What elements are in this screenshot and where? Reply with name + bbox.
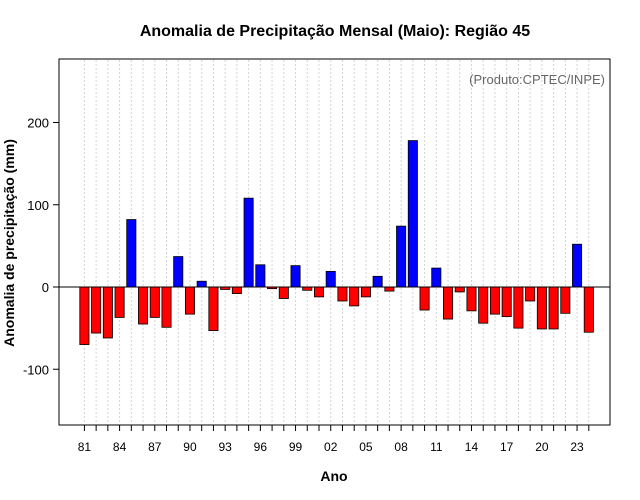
- bar-2006: [372, 275, 383, 288]
- y-tick-label-200: 200: [27, 116, 49, 131]
- bar-2019: [525, 286, 536, 302]
- bar-1992: [208, 286, 219, 331]
- bar-2008: [396, 225, 407, 288]
- bar-1981: [79, 286, 90, 345]
- bar-2002: [325, 270, 336, 288]
- bar-1995: [243, 197, 254, 288]
- y-tick-label-0: 0: [42, 280, 49, 295]
- bar-2024: [583, 286, 594, 333]
- bar-2011: [431, 267, 442, 288]
- x-tick-label-1996: 96: [254, 440, 268, 454]
- bar-2007: [384, 286, 395, 292]
- bars: [79, 140, 594, 345]
- bar-1984: [114, 286, 125, 318]
- bar-1991: [196, 280, 207, 288]
- plot-area-frame: [58, 58, 611, 426]
- x-tick-label-1990: 90: [183, 440, 197, 454]
- y-axis: -100 0 100 200: [23, 116, 59, 377]
- x-tick-label-1999: 99: [289, 440, 303, 454]
- y-tick-label-100: 100: [27, 198, 49, 213]
- bar-1986: [138, 286, 149, 325]
- bar-1989: [173, 256, 184, 288]
- chart-title: Anomalia de Precipitação Mensal (Maio): …: [140, 23, 530, 40]
- bar-2017: [501, 286, 512, 318]
- bar-1982: [91, 286, 102, 334]
- bar-2014: [466, 286, 477, 312]
- bar-2004: [349, 286, 360, 307]
- bar-2022: [560, 286, 571, 314]
- bar-1983: [102, 286, 113, 339]
- bar-1988: [161, 286, 172, 328]
- bar-1990: [184, 286, 195, 315]
- product-credit: (Produto:CPTEC/INPE): [469, 72, 605, 87]
- bar-2018: [513, 286, 524, 329]
- bar-1998: [278, 286, 289, 299]
- bar-2010: [419, 286, 430, 311]
- bar-2023: [572, 243, 583, 288]
- bar-1987: [149, 286, 160, 318]
- x-tick-label-2020: 20: [535, 440, 549, 454]
- x-tick-label-2014: 14: [465, 440, 479, 454]
- bar-2021: [548, 286, 559, 330]
- x-tick-label-1993: 93: [218, 440, 232, 454]
- bar-2020: [536, 286, 547, 330]
- bar-2015: [478, 286, 489, 324]
- y-axis-label: Anomalia de precipitação (mm): [1, 139, 17, 347]
- x-axis: 81 84 87 90 93 96 99 02 05 08 11 14 17 20 23: [78, 425, 590, 454]
- bar-2009: [407, 140, 418, 288]
- x-tick-label-1984: 84: [113, 440, 127, 454]
- bar-2013: [454, 286, 465, 293]
- x-axis-label: Ano: [320, 468, 347, 484]
- bar-2016: [489, 286, 500, 315]
- bar-2001: [313, 286, 324, 298]
- grid-lines: [83, 60, 590, 424]
- x-tick-label-2017: 17: [500, 440, 514, 454]
- x-tick-label-2008: 08: [394, 440, 408, 454]
- x-tick-label-2005: 05: [359, 440, 373, 454]
- bar-1999: [290, 265, 301, 288]
- bar-2005: [360, 286, 371, 298]
- bar-1994: [231, 286, 242, 294]
- x-tick-label-1981: 81: [78, 440, 92, 454]
- bar-1985: [126, 219, 137, 288]
- x-tick-label-2011: 11: [430, 440, 443, 454]
- y-tick-label--100: -100: [23, 362, 49, 377]
- bar-2003: [337, 286, 348, 302]
- x-tick-label-2023: 23: [570, 440, 584, 454]
- bar-1996: [255, 264, 266, 288]
- x-tick-label-1987: 87: [148, 440, 162, 454]
- bar-2012: [443, 286, 454, 320]
- x-tick-label-2002: 02: [324, 440, 338, 454]
